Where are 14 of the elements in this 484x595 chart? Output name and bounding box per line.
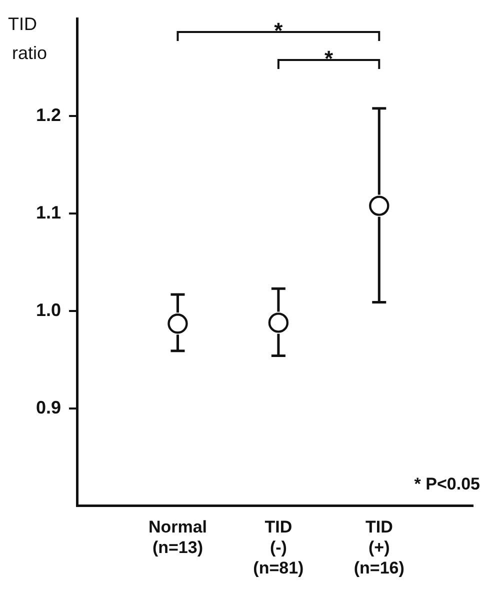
y-tick-label: 1.1	[36, 202, 62, 223]
y-tick-label: 1.2	[36, 105, 62, 126]
x-tick-label: TID (-) (n=81)	[253, 518, 304, 578]
point	[168, 314, 188, 334]
y-tick-label: 1.0	[36, 300, 62, 320]
annotation: *	[274, 18, 284, 43]
point	[268, 312, 289, 333]
x-tick-label: TID (+) (n=16)	[354, 518, 404, 578]
annotation: * P<0.05	[414, 474, 480, 494]
y-tick-label: 0.9	[36, 397, 62, 418]
annotation: *	[324, 46, 334, 71]
point	[369, 196, 390, 216]
y-axis-title: TID ratio	[8, 14, 48, 63]
x-tick-label: Normal (n=13)	[148, 518, 208, 558]
